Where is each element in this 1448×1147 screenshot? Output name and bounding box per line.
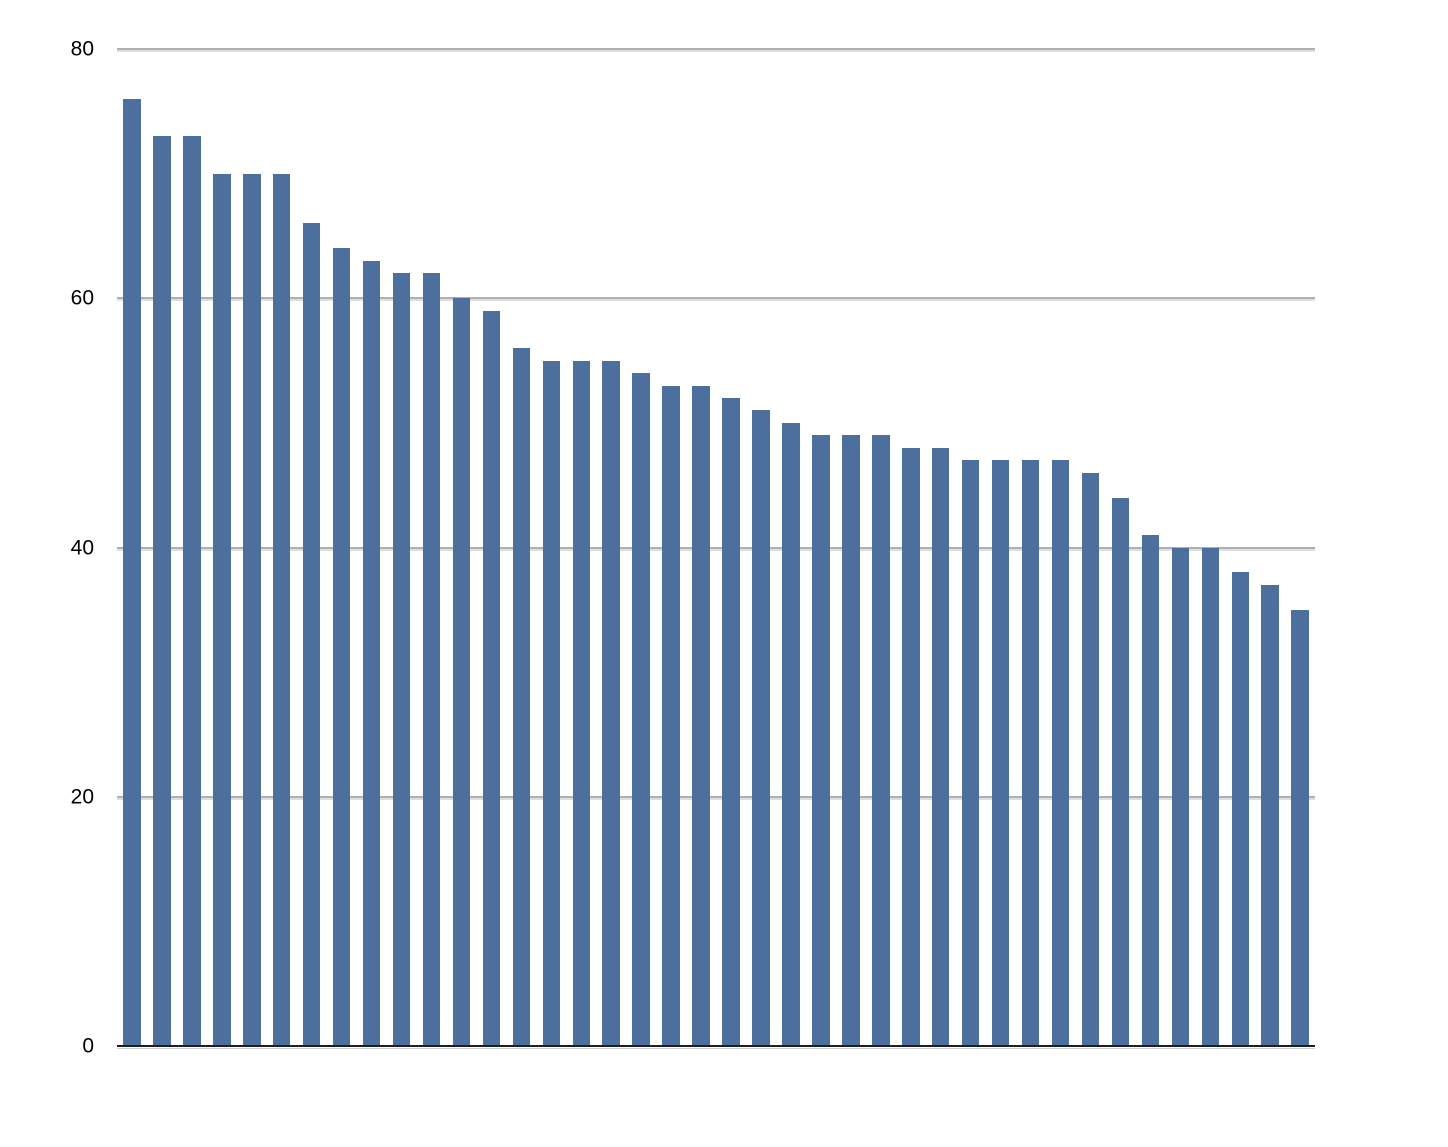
- bar: [1201, 547, 1220, 1046]
- bar: [153, 136, 171, 1046]
- bar-slot: [716, 49, 746, 1046]
- bar: [902, 447, 920, 1046]
- bar-slot: [476, 49, 506, 1046]
- y-tick-label: 80: [70, 37, 94, 61]
- y-axis: 80 60 40 20 0: [30, 39, 94, 1057]
- bar-slot: [596, 49, 626, 1046]
- bars-layer: [117, 49, 1315, 1046]
- y-tick-label: 0: [82, 1034, 94, 1058]
- gridline: [117, 48, 1315, 50]
- bar: [632, 373, 650, 1046]
- bar-slot: [117, 49, 147, 1046]
- bar: [273, 173, 291, 1046]
- bar: [362, 260, 381, 1046]
- bar-slot: [866, 49, 896, 1046]
- bar: [991, 460, 1010, 1046]
- bar: [782, 422, 800, 1046]
- bar-slot: [1225, 49, 1255, 1046]
- bar: [542, 360, 561, 1046]
- bar-slot: [1135, 49, 1165, 1046]
- bar-slot: [536, 49, 566, 1046]
- bar-slot: [177, 49, 207, 1046]
- bar: [183, 136, 201, 1046]
- bar: [422, 273, 441, 1046]
- bar-slot: [626, 49, 656, 1046]
- bar-slot: [1105, 49, 1135, 1046]
- bar-slot: [207, 49, 237, 1046]
- bar-slot: [656, 49, 686, 1046]
- bar: [512, 348, 531, 1046]
- bar: [602, 360, 620, 1046]
- bar-slot: [986, 49, 1016, 1046]
- bar-slot: [387, 49, 417, 1046]
- bar-slot: [1195, 49, 1225, 1046]
- bar: [482, 310, 501, 1046]
- bar-slot: [506, 49, 536, 1046]
- gridline: [117, 546, 1315, 549]
- gridlines-layer: [117, 48, 1315, 1046]
- bar: [931, 447, 950, 1046]
- bar: [572, 360, 591, 1046]
- bar-slot: [836, 49, 866, 1046]
- bar: [752, 410, 770, 1046]
- bar: [692, 385, 710, 1046]
- bar-slot: [686, 49, 716, 1046]
- bar: [1291, 609, 1309, 1046]
- bar: [872, 435, 890, 1046]
- bar-slot: [357, 49, 387, 1046]
- bar-slot: [267, 49, 297, 1046]
- bar-slot: [1076, 49, 1106, 1046]
- bar: [123, 98, 141, 1046]
- bar-slot: [1285, 49, 1315, 1046]
- bar-slot: [1016, 49, 1046, 1046]
- bar-slot: [1165, 49, 1195, 1046]
- bar: [392, 273, 411, 1046]
- bar: [961, 460, 980, 1046]
- bar-slot: [806, 49, 836, 1046]
- bar-slot: [776, 49, 806, 1046]
- bar: [812, 435, 830, 1046]
- bar: [332, 248, 351, 1046]
- bar-slot: [1046, 49, 1076, 1046]
- bar-slot: [327, 49, 357, 1046]
- bar: [213, 173, 231, 1046]
- bar-slot: [297, 49, 327, 1046]
- x-axis-shadow-line: [117, 1047, 1315, 1049]
- bar: [243, 173, 261, 1046]
- bar-slot: [417, 49, 447, 1046]
- gridline: [117, 795, 1315, 798]
- bar: [1231, 572, 1249, 1046]
- bar: [1141, 535, 1160, 1046]
- bar-slot: [566, 49, 596, 1046]
- y-tick-label: 20: [70, 785, 94, 809]
- bar-slot: [746, 49, 776, 1046]
- bar-slot: [237, 49, 267, 1046]
- bar: [1261, 584, 1279, 1046]
- bar: [722, 397, 740, 1046]
- bar-slot: [1255, 49, 1285, 1046]
- bar: [1021, 460, 1040, 1046]
- bar-slot: [147, 49, 177, 1046]
- bar: [1051, 460, 1070, 1046]
- bar-slot: [896, 49, 926, 1046]
- bar: [842, 435, 860, 1046]
- bar: [662, 385, 680, 1046]
- y-tick-label: 60: [70, 286, 94, 310]
- plot-area: [117, 48, 1315, 1046]
- bar: [452, 298, 471, 1046]
- bar-slot: [446, 49, 476, 1046]
- bar-slot: [956, 49, 986, 1046]
- bar: [1171, 547, 1190, 1046]
- bar-slot: [926, 49, 956, 1046]
- gridline: [117, 297, 1315, 300]
- x-axis-line: [117, 1044, 1315, 1047]
- bar: [302, 223, 321, 1046]
- bar: [1111, 497, 1130, 1046]
- bar: [1081, 472, 1100, 1046]
- y-tick-label: 40: [70, 536, 94, 559]
